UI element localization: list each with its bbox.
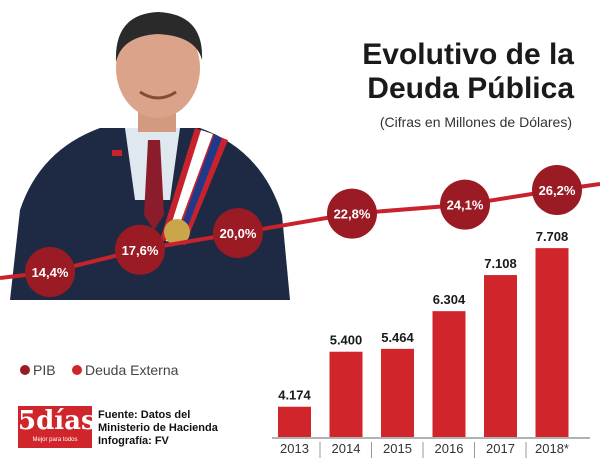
bar-value-label: 6.304 — [433, 292, 466, 307]
legend-pib-swatch — [20, 365, 30, 375]
legend-deuda-swatch — [72, 365, 82, 375]
bar-value-label: 5.464 — [381, 330, 414, 345]
brand-tagline: Mejor para todos — [32, 437, 78, 443]
credit-line: Infografía: FV — [98, 435, 169, 447]
source-line-2: Ministerio de Hacienda — [98, 422, 218, 434]
x-tick-label: 2017 — [486, 441, 515, 456]
bar-2013 — [278, 406, 311, 437]
legend-item-deuda-externa: Deuda Externa — [72, 362, 178, 378]
x-tick-label: 2016 — [435, 441, 464, 456]
bar-value-label: 4.174 — [278, 388, 311, 403]
bar-value-label: 7.108 — [484, 256, 517, 271]
bar-2014 — [329, 351, 363, 437]
bar-2018 — [535, 248, 569, 437]
brand-logo-text: 5días — [18, 406, 96, 436]
x-tick-label: 2018* — [535, 441, 569, 456]
portrait-photo — [10, 12, 290, 300]
pib-value-label: 14,4% — [32, 265, 69, 280]
pib-value-label: 26,2% — [539, 183, 576, 198]
title-line-2: Deuda Pública — [367, 72, 574, 105]
title-line-1: Evolutivo de la — [362, 38, 574, 71]
chart-subtitle: (Cifras en Millones de Dólares) — [379, 114, 572, 130]
bar-2015 — [381, 348, 414, 437]
pib-bubble — [115, 224, 165, 275]
brand-logo: 5días Mejor para todos — [18, 406, 96, 448]
legend-pib-label: PIB — [33, 362, 56, 378]
legend-item-pib: PIB — [20, 362, 56, 378]
x-tick-label: 2013 — [280, 441, 309, 456]
pib-bubble — [213, 208, 263, 259]
bar-value-label: 5.400 — [330, 333, 363, 348]
legend-deuda-label: Deuda Externa — [85, 362, 179, 378]
x-tick-label: 2014 — [332, 441, 361, 456]
bar-2016 — [432, 311, 466, 437]
source-line-1: Fuente: Datos del — [98, 409, 191, 421]
pib-value-label: 17,6% — [122, 243, 159, 258]
x-tick-label: 2015 — [383, 441, 412, 456]
bar-2017 — [484, 275, 517, 437]
pib-value-label: 20,0% — [220, 226, 257, 241]
pib-bubble — [327, 188, 377, 239]
source-note: Fuente: Datos del Ministerio de Hacienda… — [98, 409, 218, 448]
pib-value-label: 22,8% — [334, 207, 371, 222]
chart-title: Evolutivo de la Deuda Pública — [274, 38, 574, 106]
pib-value-label: 24,1% — [447, 198, 484, 213]
bar-value-label: 7.708 — [536, 229, 569, 244]
pib-bubble — [25, 247, 75, 297]
pib-bubble — [440, 179, 490, 230]
pib-bubble — [532, 165, 582, 215]
